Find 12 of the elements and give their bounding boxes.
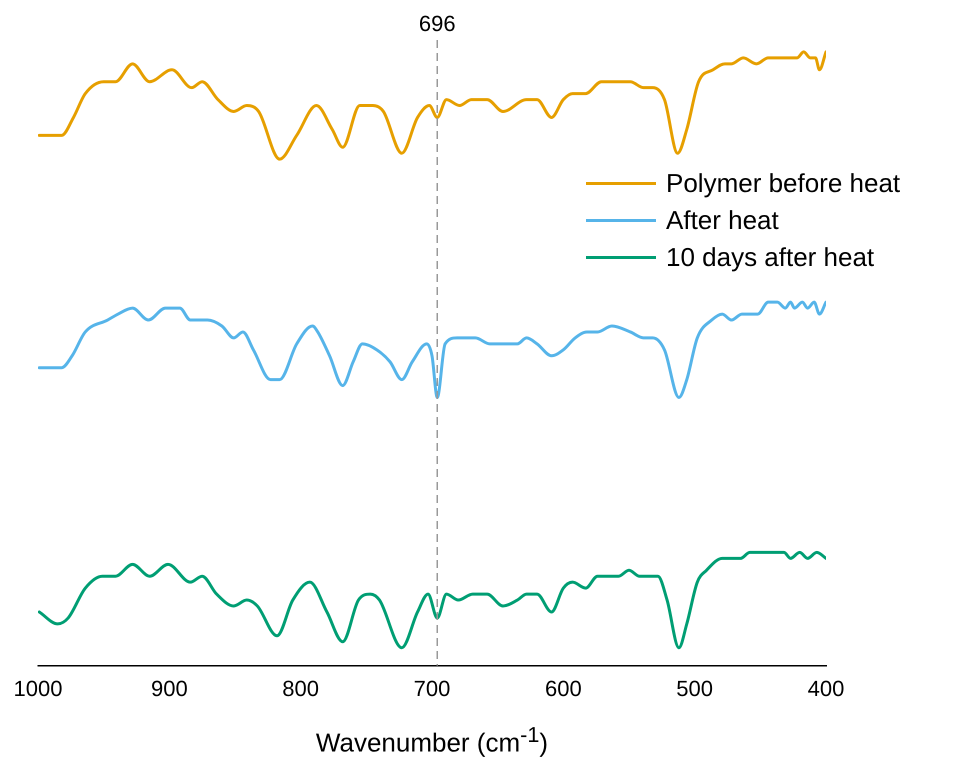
x-axis-title: Wavenumber (cm$^{-1}$) — [314, 722, 550, 759]
x-tick-label: 900 — [150, 676, 188, 701]
x-tick-label: 400 — [808, 676, 844, 701]
x-tick-label: 800 — [282, 676, 320, 701]
x-tick-label: 500 — [676, 676, 714, 701]
legend-label: After heat — [666, 205, 779, 236]
legend-label: Polymer before heat — [666, 168, 900, 199]
x-tick-label: 1000 — [14, 676, 62, 701]
ref-line-label: 696 — [418, 11, 456, 36]
x-tick-label: 700 — [414, 676, 450, 701]
legend-label: 10 days after heat — [666, 242, 874, 273]
x-tick-label: 600 — [544, 676, 582, 701]
